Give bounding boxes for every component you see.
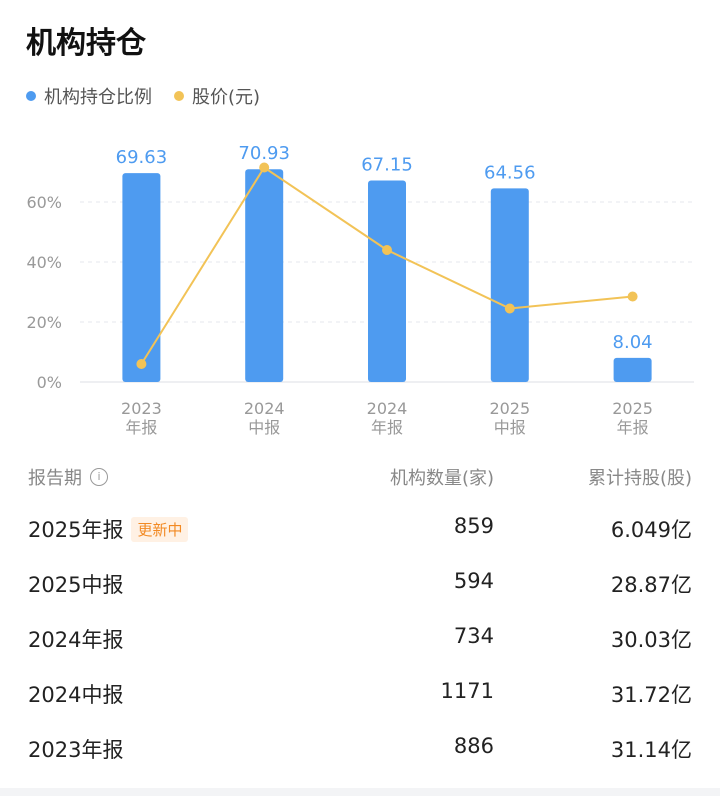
table-header: 报告期 i 机构数量(家) 累计持股(股)	[0, 458, 720, 492]
row-period: 2025年报	[28, 518, 124, 542]
bar	[490, 188, 529, 382]
price-point	[136, 359, 147, 369]
status-badge: 更新中	[131, 516, 189, 542]
price-point	[504, 303, 515, 314]
chart-legend: 机构持仓比例 股价(元)	[26, 84, 282, 108]
x-tick-period: 年报	[617, 418, 649, 437]
row-count: 734	[453, 624, 494, 648]
table-row[interactable]: 2025年报 更新中 859 6.049亿	[0, 506, 720, 546]
x-tick-year: 2024	[244, 399, 285, 418]
price-point	[382, 245, 392, 255]
legend-dot-icon	[26, 91, 36, 101]
bar	[368, 180, 406, 382]
legend-dot-icon	[174, 91, 184, 101]
row-count: 886	[453, 734, 494, 758]
header-period: 报告期	[28, 468, 82, 489]
x-tick-period: 年报	[371, 418, 403, 437]
legend-item-holding-ratio[interactable]: 机构持仓比例	[26, 83, 152, 109]
x-tick-period: 年报	[125, 418, 157, 437]
bar-value-label: 70.93	[238, 143, 290, 164]
bar-value-label: 64.56	[484, 162, 536, 183]
bar-value-label: 69.63	[116, 147, 168, 168]
bar	[122, 173, 161, 382]
x-tick-period: 中报	[248, 418, 280, 437]
row-count: 594	[453, 569, 494, 593]
y-tick-label: 40%	[26, 253, 62, 272]
bar	[245, 169, 284, 382]
y-tick-label: 60%	[26, 193, 62, 212]
row-period: 2024年报	[28, 628, 124, 652]
legend-label: 股价(元)	[192, 87, 261, 108]
row-period: 2025中报	[28, 573, 124, 597]
row-period: 2024中报	[28, 683, 124, 707]
x-tick-year: 2024	[367, 399, 408, 418]
row-period: 2023年报	[28, 738, 124, 762]
row-count: 859	[453, 514, 494, 538]
bar-value-label: 67.15	[361, 155, 413, 176]
legend-item-price[interactable]: 股价(元)	[174, 83, 260, 109]
price-point	[259, 162, 270, 173]
header-shares: 累计持股(股)	[587, 468, 692, 489]
row-shares: 28.87亿	[610, 573, 692, 597]
x-tick-period: 中报	[494, 418, 526, 437]
header-count: 机构数量(家)	[389, 468, 494, 489]
bottom-divider	[0, 788, 720, 796]
row-shares: 31.14亿	[610, 738, 692, 762]
y-tick-label: 20%	[26, 313, 62, 332]
x-tick-year: 2025	[489, 399, 530, 418]
row-count: 1171	[440, 679, 494, 703]
table-row[interactable]: 2023年报 886 31.14亿	[0, 726, 720, 766]
table-row[interactable]: 2024年报 734 30.03亿	[0, 616, 720, 656]
info-icon[interactable]: i	[90, 468, 108, 486]
row-shares: 30.03亿	[610, 628, 692, 652]
page-title: 机构持仓	[26, 26, 146, 61]
table-row[interactable]: 2025中报 594 28.87亿	[0, 561, 720, 601]
row-shares: 6.049亿	[610, 518, 692, 542]
x-tick-year: 2023	[121, 399, 162, 418]
legend-label: 机构持仓比例	[44, 87, 152, 108]
bar	[613, 357, 652, 382]
price-point	[627, 291, 638, 302]
y-tick-label: 0%	[37, 373, 62, 392]
x-tick-year: 2025	[612, 399, 653, 418]
row-shares: 31.72亿	[610, 683, 692, 707]
table-row[interactable]: 2024中报 1171 31.72亿	[0, 671, 720, 711]
bar-value-label: 8.04	[613, 332, 653, 353]
